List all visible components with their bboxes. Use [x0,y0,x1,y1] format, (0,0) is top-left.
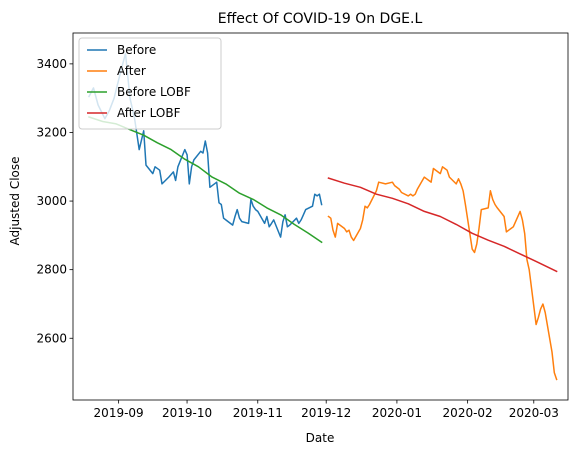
series-line-0 [87,52,323,238]
legend: Before After Before LOBF After LOBF [78,37,222,130]
legend-label: After LOBF [117,106,181,120]
plot-frame [72,32,569,401]
x-tick-label: 2019-10 [162,406,212,420]
legend-box [78,37,222,130]
x-axis-ticks: 2019-09 2019-10 2019-11 2019-12 2020-01 2020-… [94,400,559,420]
y-axis-label: Adjusted Close [8,156,22,245]
x-tick-label: 2020-01 [372,406,422,420]
legend-label: After [117,64,146,78]
series-line-1 [327,166,558,381]
x-tick-label: 2020-02 [443,406,493,420]
y-tick-label: 3000 [36,194,67,208]
y-axis-ticks: 2600 2800 3000 3200 3400 [36,57,73,345]
y-tick-label: 2800 [36,263,67,277]
series-line-3 [327,177,558,273]
x-tick-label: 2019-09 [94,406,144,420]
x-tick-label: 2019-11 [233,406,283,420]
x-tick-label: 2020-03 [509,406,559,420]
y-tick-label: 3200 [36,125,67,139]
y-tick-label: 3400 [36,57,67,71]
x-tick-label: 2019-12 [301,406,351,420]
chart-title: Effect Of COVID-19 On DGE.L [218,11,423,27]
x-axis-label: Date [306,431,335,445]
legend-label: Before LOBF [117,85,191,99]
legend-label: Before [117,43,156,57]
y-tick-label: 2600 [36,331,67,345]
